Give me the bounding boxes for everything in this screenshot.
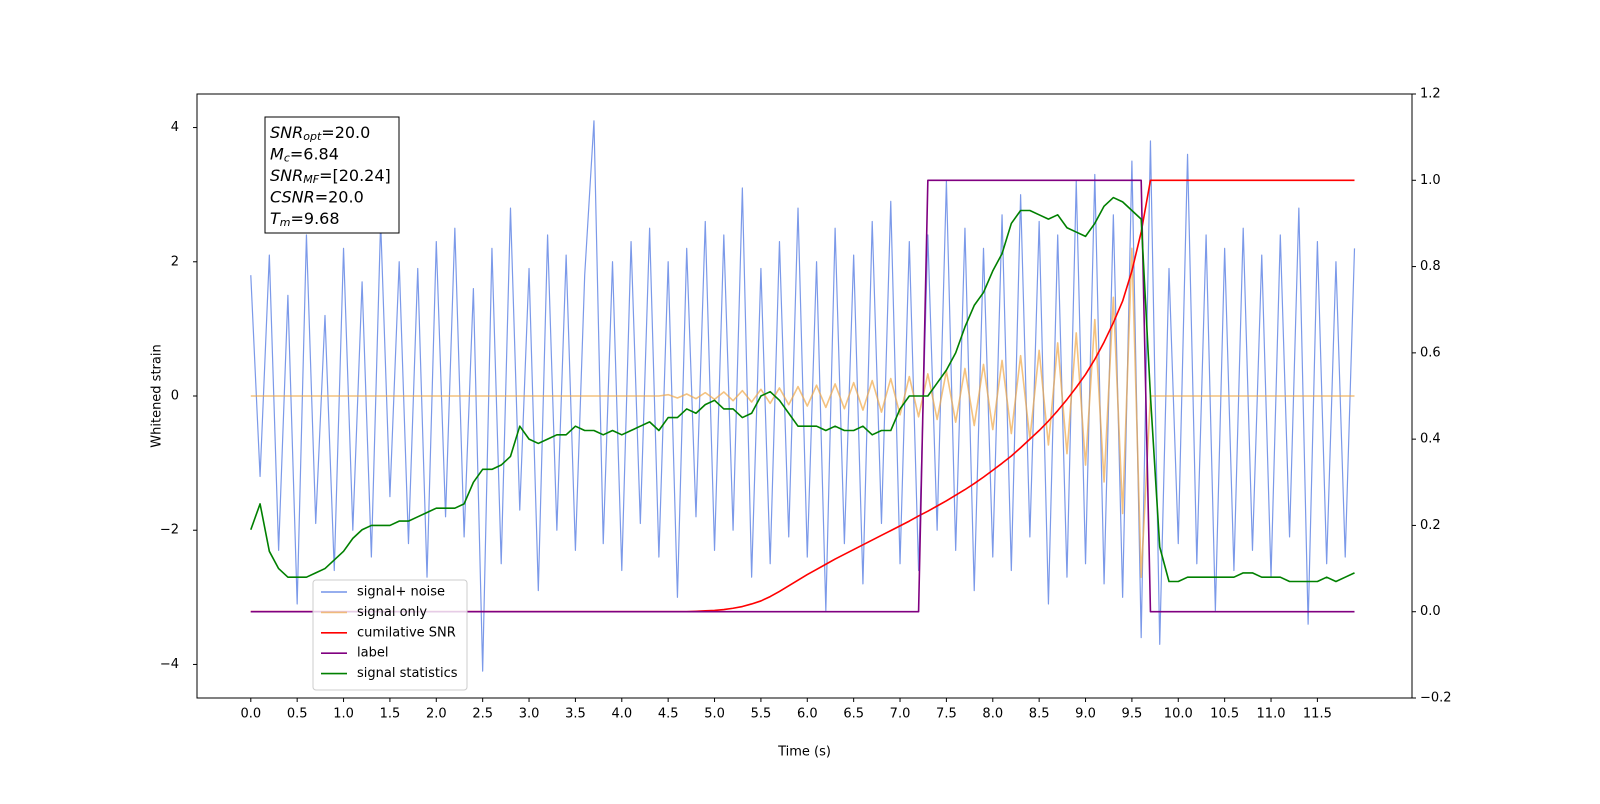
legend: signal+ noise signal only cumilative SNR la… <box>312 579 468 691</box>
annotation-text: =9.68 <box>291 209 340 228</box>
annotation-text: =6.84 <box>290 144 339 163</box>
y-tick-label: 0 <box>171 389 179 404</box>
x-tick-label: 2.5 <box>472 707 493 722</box>
x-tick-label: 5.5 <box>751 707 772 722</box>
plot-frame <box>196 93 1413 699</box>
annotation-symbol: T <box>270 209 281 228</box>
annotation: SNRopt=20.0Mc=6.84SNRMF=[20.24]CSNR=20.0… <box>264 116 400 234</box>
annotation-text: =[20.24] <box>319 166 391 185</box>
annotation-symbol: M <box>270 144 284 163</box>
series-line <box>250 247 1355 579</box>
legend-label: signal only <box>357 605 427 620</box>
x-tick-label: 3.5 <box>565 707 586 722</box>
series-line <box>250 196 1355 583</box>
x-tick-label: 10.5 <box>1210 707 1239 722</box>
y2-tick-label: −0.2 <box>1420 691 1452 706</box>
legend-label: label <box>357 646 388 661</box>
x-tick-label: 6.0 <box>797 707 818 722</box>
annotation-box <box>264 116 400 234</box>
x-tick-label: 8.0 <box>982 707 1003 722</box>
y2-tick-label: 0.2 <box>1420 518 1441 533</box>
x-tick-label: 8.5 <box>1029 707 1050 722</box>
legend-box <box>312 579 468 691</box>
y-tick-label: −2 <box>160 523 179 538</box>
legend-label: signal+ noise <box>357 585 445 600</box>
y2-tick-label: 1.2 <box>1420 87 1441 102</box>
y2-tick-label: 0.8 <box>1420 259 1441 274</box>
annotation-symbol: CSNR <box>270 187 315 206</box>
x-tick-label: 1.0 <box>333 707 354 722</box>
y2-tick-label: 0.4 <box>1420 432 1441 447</box>
annotation-line: SNRopt=20.0 <box>270 123 370 144</box>
y2-tick-label: 0.6 <box>1420 345 1441 360</box>
x-tick-label: 7.0 <box>890 707 911 722</box>
annotation-line: Tm=9.68 <box>270 209 340 230</box>
x-tick-label: 4.5 <box>658 707 679 722</box>
annotation-sub: MF <box>303 173 319 186</box>
y-tick-label: 4 <box>171 120 179 135</box>
x-tick-label: 5.0 <box>704 707 725 722</box>
annotation-text: =20.0 <box>321 123 370 142</box>
x-tick-label: 0.0 <box>240 707 261 722</box>
series-line <box>250 120 1356 672</box>
x-tick-label: 9.0 <box>1075 707 1096 722</box>
legend-label: signal statistics <box>357 666 458 681</box>
annotation-line: CSNR=20.0 <box>270 187 364 206</box>
x-tick-label: 10.0 <box>1164 707 1193 722</box>
legend-label: cumilative SNR <box>357 625 456 640</box>
annotation-sub: m <box>280 216 291 229</box>
x-tick-label: 6.5 <box>843 707 864 722</box>
x-tick-label: 1.5 <box>380 707 401 722</box>
annotation-sub: opt <box>303 130 322 143</box>
annotation-line: SNRMF=[20.24] <box>270 166 391 187</box>
x-tick-label: 4.0 <box>611 707 632 722</box>
x-tick-label: 3.0 <box>519 707 540 722</box>
y2-tick-label: 1.0 <box>1420 173 1441 188</box>
annotation-sub: c <box>284 152 290 165</box>
x-tick-label: 11.0 <box>1257 707 1286 722</box>
y-axis-label: Whitened strain <box>150 344 165 447</box>
x-axis-label: Time (s) <box>777 745 831 760</box>
annotation-symbol: SNR <box>270 123 303 142</box>
x-tick-label: 7.5 <box>936 707 957 722</box>
y2-tick-label: 0.0 <box>1420 604 1441 619</box>
x-tick-label: 0.5 <box>287 707 308 722</box>
y-tick-label: −4 <box>160 657 179 672</box>
annotation-line: Mc=6.84 <box>270 144 339 165</box>
annotation-text: =20.0 <box>315 187 364 206</box>
x-tick-label: 2.0 <box>426 707 447 722</box>
y-tick-label: 2 <box>171 254 179 269</box>
x-tick-label: 9.5 <box>1122 707 1143 722</box>
annotation-symbol: SNR <box>270 166 303 185</box>
x-tick-label: 11.5 <box>1303 707 1332 722</box>
